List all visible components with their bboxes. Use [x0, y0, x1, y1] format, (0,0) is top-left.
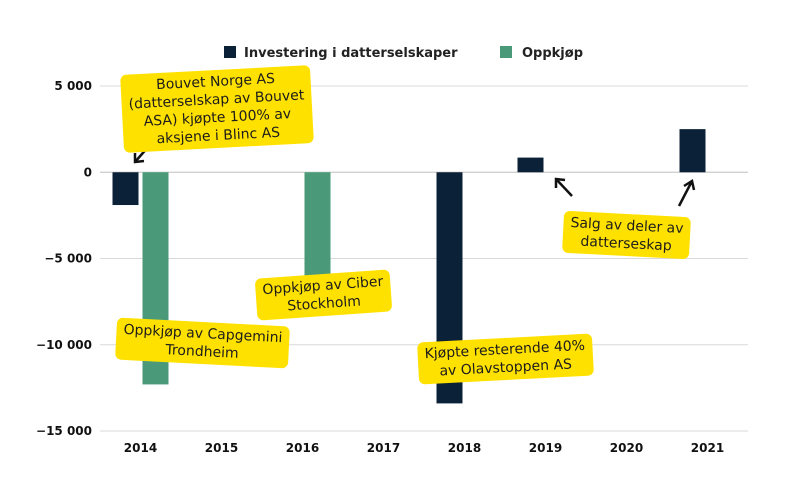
annotation-blinc: Bouvet Norge AS (datterselskap av Bouvet…: [120, 65, 314, 153]
y-tick-label: −5 000: [44, 252, 92, 266]
annotation-salg: Salg av deler av datterseskap: [561, 210, 692, 260]
arrowhead-blinc: [133, 153, 145, 164]
legend: Investering i datterselskaper Oppkjøp: [224, 46, 583, 61]
x-tick-label: 2018: [448, 441, 481, 455]
x-tick-label: 2014: [124, 441, 157, 455]
legend-swatch-investering: [224, 46, 236, 58]
legend-label-investering: Investering i datterselskaper: [244, 46, 458, 61]
x-tick-label: 2015: [205, 441, 238, 455]
bar-investering-2014: [112, 172, 139, 206]
y-tick-label: −10 000: [36, 338, 92, 352]
x-axis-ticks: 2014 2015 2016 2017 2018 2019 2020 2021: [124, 441, 724, 455]
arrowhead-salg-2021: [683, 179, 696, 191]
x-tick-label: 2017: [367, 441, 400, 455]
x-tick-label: 2020: [610, 441, 643, 455]
y-tick-label: 5 000: [54, 79, 92, 93]
y-tick-label: −15 000: [36, 424, 92, 438]
annotation-capgemini: Oppkjøp av Capgemini Trondheim: [115, 317, 291, 369]
bar-oppkjop-2016: [304, 172, 331, 281]
arrow-salg-2021: [677, 180, 694, 207]
arrow-salg-2019: [555, 178, 573, 197]
arrowhead-salg-2019: [554, 177, 566, 188]
legend-label-oppkjop: Oppkjøp: [522, 46, 583, 61]
x-tick-label: 2019: [529, 441, 562, 455]
y-axis-ticks: 5 000 0 −5 000 −10 000 −15 000: [36, 79, 92, 438]
bar-investering-2021: [679, 129, 706, 173]
y-tick-label: 0: [84, 165, 92, 179]
annotation-arrows: [133, 138, 696, 207]
legend-swatch-oppkjop: [500, 46, 512, 58]
x-tick-label: 2016: [286, 441, 319, 455]
bar-investering-2019: [517, 157, 544, 173]
x-tick-label: 2021: [691, 441, 724, 455]
